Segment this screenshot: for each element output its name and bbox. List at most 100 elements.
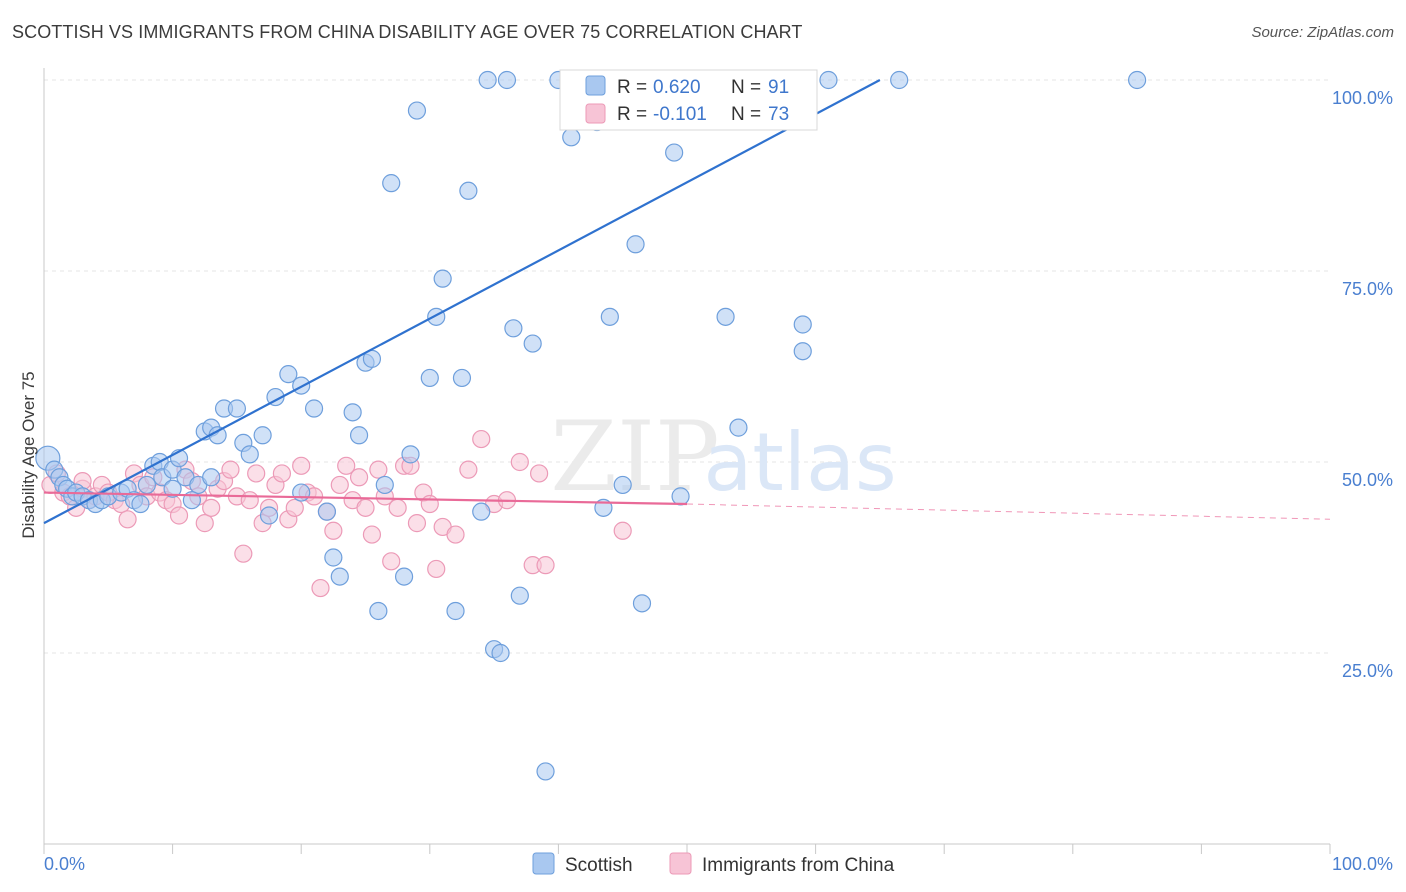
china-point-36 <box>272 464 292 483</box>
scottish-point-64 <box>562 128 581 147</box>
scottish-point-69 <box>613 475 632 495</box>
scottish-point-44 <box>382 174 401 193</box>
china-point-67 <box>510 452 529 472</box>
chart-source: Source: ZipAtlas.com <box>1251 24 1394 41</box>
scottish-point-28 <box>227 399 246 418</box>
china-point-51 <box>369 460 388 479</box>
china-point-64 <box>472 429 491 449</box>
scottish-point-39 <box>343 403 362 422</box>
scottish-point-81 <box>819 70 838 90</box>
scottish-point-30 <box>240 445 259 464</box>
scottish-point-35 <box>304 399 324 418</box>
bottom-legend-label-china: Immigrants from China <box>702 855 895 876</box>
china-point-20 <box>169 506 189 525</box>
x-ticks <box>43 844 1331 854</box>
scottish-point-45 <box>394 567 414 586</box>
scottish-point-83 <box>1127 70 1147 90</box>
china-point-59 <box>420 494 439 514</box>
legend-swatch-china <box>585 103 606 124</box>
scottish-point-54 <box>472 502 491 521</box>
scottish-point-15 <box>131 494 150 514</box>
scottish-point-70 <box>626 235 645 254</box>
china-point-45 <box>330 475 349 495</box>
china-point-71 <box>613 521 632 540</box>
china-point-50 <box>362 525 382 544</box>
legend-r-value-scottish: 0.620 <box>653 77 701 98</box>
stats-legend: R = 0.620 N = 91 R = -0.101 N = 73 <box>559 69 818 131</box>
y-tick-label-25: 25.0% <box>1342 661 1393 681</box>
trend-line-china <box>43 491 688 506</box>
bottom-legend-label-scottish: Scottish <box>565 855 633 876</box>
legend-n-value-china: 73 <box>768 104 789 125</box>
scottish-point-88 <box>259 506 279 525</box>
scottish-point-53 <box>459 181 478 200</box>
china-point-42 <box>311 578 330 598</box>
china-point-57 <box>407 514 427 533</box>
china-point-49 <box>356 498 375 517</box>
legend-n-label-scottish: N = <box>731 77 761 98</box>
china-point-32 <box>247 464 266 483</box>
scottish-point-52 <box>452 368 472 388</box>
scottish-point-55 <box>478 70 497 90</box>
scottish-point-87 <box>292 483 311 502</box>
scottish-point-71 <box>632 594 652 613</box>
x-tick-label-100: 100.0% <box>1332 854 1393 874</box>
scottish-point-58 <box>497 70 517 90</box>
legend-r-label-china: R = <box>617 104 647 125</box>
china-point-44 <box>324 521 343 540</box>
china-point-54 <box>388 498 407 517</box>
china-point-70 <box>536 556 555 575</box>
scottish-point-80 <box>793 342 812 361</box>
scottish-point-74 <box>665 143 684 162</box>
china-point-62 <box>446 525 465 544</box>
legend-r-value-china: -0.101 <box>653 104 707 125</box>
scottish-point-59 <box>504 319 523 338</box>
scottish-point-68 <box>600 307 619 326</box>
scottish-point-62 <box>536 762 555 781</box>
watermark-zip: ZIP <box>550 401 719 513</box>
china-point-30 <box>234 544 253 563</box>
chart-title: SCOTTISH VS IMMIGRANTS FROM CHINA DISABI… <box>12 22 803 42</box>
scottish-point-40 <box>349 426 369 445</box>
china-point-46 <box>337 456 356 475</box>
china-point-12 <box>118 510 137 529</box>
scottish-point-36 <box>317 502 337 521</box>
scottish-point-43 <box>369 601 388 621</box>
china-point-63 <box>459 460 478 479</box>
scottish-point-79 <box>793 315 812 334</box>
scottish-point-57 <box>491 643 510 663</box>
china-point-39 <box>292 456 311 475</box>
scottish-point-46 <box>401 445 420 464</box>
scottish-point-75 <box>671 487 690 506</box>
trend-line-china-extension <box>686 503 1331 520</box>
scottish-point-48 <box>420 368 439 388</box>
scottish-point-82 <box>890 70 909 90</box>
x-tick-label-0: 0.0% <box>44 854 85 874</box>
china-point-38 <box>285 498 304 517</box>
y-axis-title: Disability Age Over 75 <box>19 371 38 538</box>
y-tick-label-50: 50.0% <box>1342 470 1393 490</box>
trend-line-scottish <box>43 79 881 525</box>
china-point-24 <box>195 514 214 533</box>
scottish-point-78 <box>729 418 748 437</box>
legend-n-value-scottish: 91 <box>768 77 789 98</box>
scottish-point-16 <box>137 475 156 495</box>
china-point-60 <box>427 559 446 579</box>
china-point-31 <box>240 491 259 510</box>
scottish-point-85 <box>163 479 182 498</box>
china-point-48 <box>349 468 369 487</box>
gridlines <box>44 79 1330 654</box>
y-tick-label-100: 100.0% <box>1332 88 1393 108</box>
legend-swatch-scottish <box>585 75 606 96</box>
scottish-point-60 <box>510 586 529 605</box>
legend-n-label-china: N = <box>731 104 761 125</box>
scottish-point-51 <box>446 601 465 621</box>
scottish-point-89 <box>375 475 394 495</box>
legend-r-label-scottish: R = <box>617 77 647 98</box>
scottish-point-38 <box>330 567 349 586</box>
scottish-point-47 <box>407 101 427 120</box>
scottish-point-61 <box>523 334 542 353</box>
trend-lines <box>43 79 1331 525</box>
scottish-point-37 <box>324 548 343 567</box>
